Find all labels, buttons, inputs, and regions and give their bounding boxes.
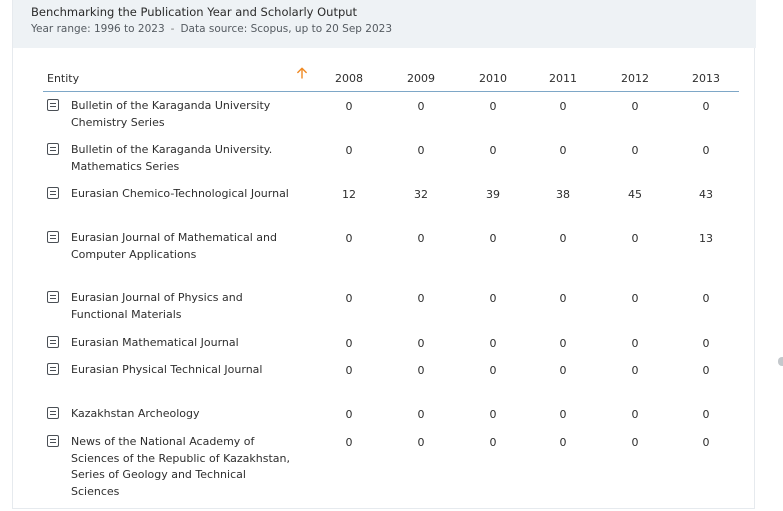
value-cell: 0 — [417, 337, 425, 350]
value-cell: 0 — [417, 144, 425, 157]
value-cell: 0 — [345, 100, 353, 113]
document-icon — [47, 143, 59, 155]
value-cell: 0 — [489, 436, 497, 449]
document-icon — [47, 99, 59, 111]
value-cell: 12 — [342, 188, 356, 201]
document-icon — [47, 407, 59, 419]
value-cell: 0 — [345, 337, 353, 350]
value-cell: 13 — [699, 232, 713, 245]
value-cell: 0 — [559, 232, 567, 245]
value-cell: 0 — [345, 408, 353, 421]
value-cell: 0 — [417, 364, 425, 377]
document-icon — [47, 363, 59, 375]
value-cell: 0 — [489, 100, 497, 113]
value-cell: 0 — [417, 292, 425, 305]
entity-name-link[interactable]: Eurasian Physical Technical Journal — [71, 363, 263, 376]
entity-name-link[interactable]: Eurasian Journal of Mathematical and Com… — [71, 231, 277, 261]
value-cell: 0 — [345, 144, 353, 157]
entity-column-header[interactable]: Entity — [47, 72, 80, 85]
panel-title: Benchmarking the Publication Year and Sc… — [31, 5, 358, 19]
value-cell: 0 — [559, 364, 567, 377]
entity-name-link[interactable]: News of the National Academy of Sciences… — [71, 435, 290, 498]
year-column-header[interactable]: 2008 — [335, 72, 363, 85]
value-cell: 0 — [489, 144, 497, 157]
subtitle-separator: - — [170, 23, 175, 35]
value-cell: 0 — [345, 436, 353, 449]
value-cell: 0 — [702, 364, 710, 377]
value-cell: 0 — [417, 408, 425, 421]
value-cell: 0 — [417, 232, 425, 245]
value-cell: 0 — [631, 232, 639, 245]
value-cell: 45 — [628, 188, 642, 201]
value-cell: 43 — [699, 188, 713, 201]
scroll-edge-handle[interactable] — [778, 357, 783, 366]
value-cell: 0 — [489, 232, 497, 245]
value-cell: 0 — [489, 292, 497, 305]
data-source: Data source: Scopus, up to 20 Sep 2023 — [180, 23, 393, 35]
document-icon — [47, 187, 59, 199]
entity-name-link[interactable]: Bulletin of the Karaganda University. Ma… — [71, 143, 273, 173]
value-cell: 0 — [417, 436, 425, 449]
value-cell: 0 — [702, 337, 710, 350]
value-cell: 38 — [556, 188, 570, 201]
value-cell: 0 — [631, 337, 639, 350]
document-icon — [47, 336, 59, 348]
value-cell: 39 — [486, 188, 500, 201]
value-cell: 0 — [702, 292, 710, 305]
entity-name-link[interactable]: Eurasian Mathematical Journal — [71, 336, 239, 349]
value-cell: 0 — [559, 408, 567, 421]
year-column-header[interactable]: 2009 — [407, 72, 435, 85]
value-cell: 0 — [702, 144, 710, 157]
benchmark-panel: Benchmarking the Publication Year and Sc… — [12, 0, 756, 509]
value-cell: 0 — [345, 364, 353, 377]
value-cell: 0 — [702, 436, 710, 449]
header-rule — [43, 91, 739, 92]
value-cell: 32 — [414, 188, 428, 201]
value-cell: 0 — [489, 408, 497, 421]
year-column-header[interactable]: 2010 — [479, 72, 507, 85]
panel-subtitle: Year range: 1996 to 2023- Data source: Sc… — [31, 23, 392, 35]
value-cell: 0 — [417, 100, 425, 113]
value-cell: 0 — [345, 292, 353, 305]
value-cell: 0 — [559, 144, 567, 157]
year-column-header[interactable]: 2012 — [621, 72, 649, 85]
value-cell: 0 — [631, 292, 639, 305]
value-cell: 0 — [702, 100, 710, 113]
value-cell: 0 — [559, 337, 567, 350]
year-column-header[interactable]: 2011 — [549, 72, 577, 85]
value-cell: 0 — [489, 337, 497, 350]
value-cell: 0 — [631, 364, 639, 377]
entity-name-link[interactable]: Bulletin of the Karaganda University Che… — [71, 99, 271, 129]
year-range: Year range: 1996 to 2023 — [31, 23, 165, 35]
panel-header: Benchmarking the Publication Year and Sc… — [13, 0, 756, 48]
arrow-up-icon[interactable] — [295, 66, 309, 80]
entity-name-link[interactable]: Eurasian Chemico-Technological Journal — [71, 187, 289, 200]
document-icon — [47, 435, 59, 447]
document-icon — [47, 291, 59, 303]
entity-name-link[interactable]: Kazakhstan Archeology — [71, 407, 200, 420]
value-cell: 0 — [631, 436, 639, 449]
value-cell: 0 — [702, 408, 710, 421]
value-cell: 0 — [631, 408, 639, 421]
value-cell: 0 — [631, 100, 639, 113]
entity-name-link[interactable]: Eurasian Journal of Physics and Function… — [71, 291, 243, 321]
document-icon — [47, 231, 59, 243]
value-cell: 0 — [489, 364, 497, 377]
value-cell: 0 — [559, 292, 567, 305]
year-column-header[interactable]: 2013 — [692, 72, 720, 85]
value-cell: 0 — [559, 436, 567, 449]
value-cell: 0 — [345, 232, 353, 245]
value-cell: 0 — [559, 100, 567, 113]
value-cell: 0 — [631, 144, 639, 157]
